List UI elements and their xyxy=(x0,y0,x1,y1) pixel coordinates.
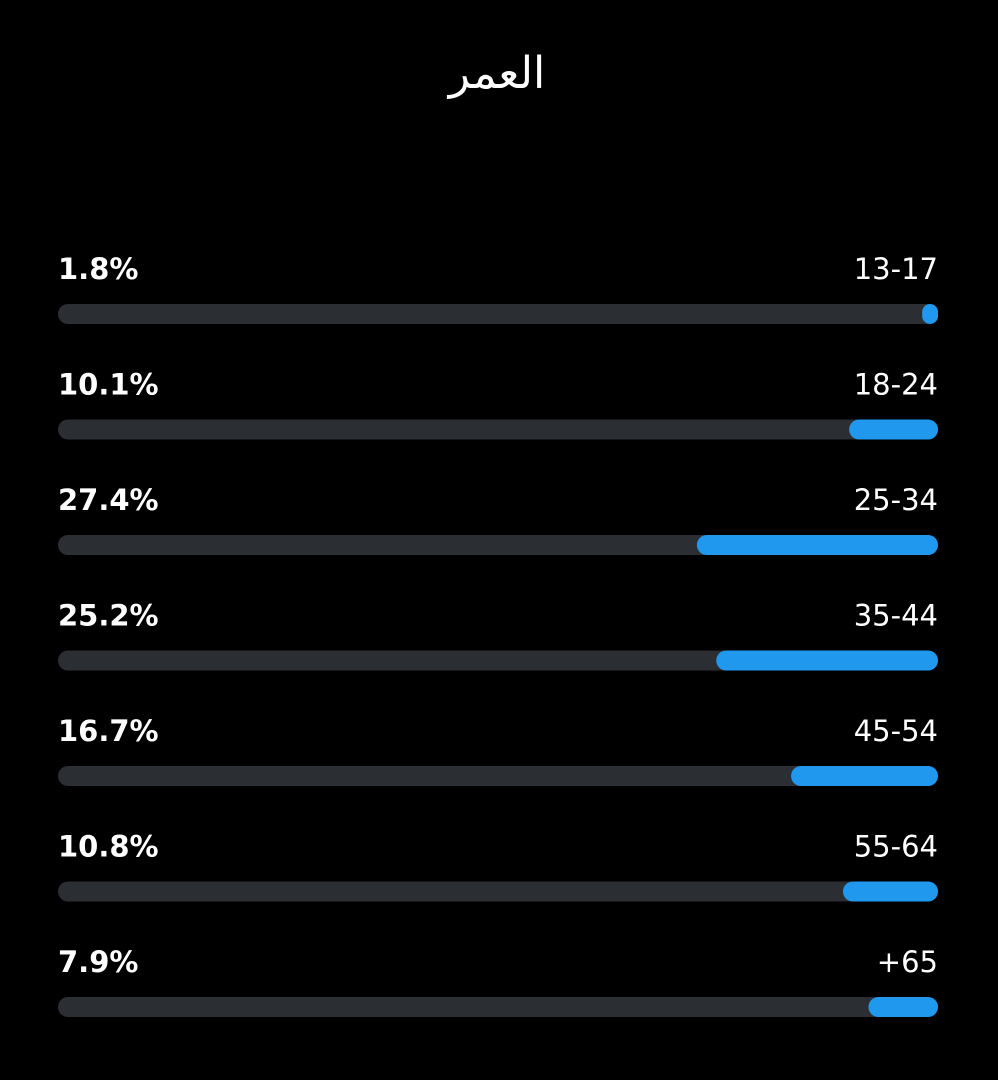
bar xyxy=(716,650,938,671)
value-label: 10.1% xyxy=(58,368,159,402)
bar-track xyxy=(58,419,938,440)
category-label: 18-24 xyxy=(854,368,938,402)
value-label: 27.4% xyxy=(58,483,159,517)
bar-track xyxy=(58,881,938,902)
bar xyxy=(791,766,938,786)
bar-track xyxy=(58,997,938,1017)
bar xyxy=(842,881,938,902)
category-label: 35-44 xyxy=(854,599,938,633)
chart-title: العمر xyxy=(447,48,546,99)
value-label: 7.9% xyxy=(58,945,138,979)
bar xyxy=(868,997,938,1017)
category-label: 55-64 xyxy=(854,830,938,864)
bar xyxy=(696,535,938,555)
category-label: 25-34 xyxy=(854,483,938,517)
category-label: 45-54 xyxy=(854,714,938,748)
category-label: 13-17 xyxy=(854,252,938,286)
value-label: 16.7% xyxy=(58,714,159,748)
bar xyxy=(922,304,938,324)
bar-track xyxy=(58,304,938,324)
bar-track xyxy=(58,766,938,786)
bar xyxy=(849,419,938,440)
value-label: 10.8% xyxy=(58,830,159,864)
value-label: 25.2% xyxy=(58,599,159,633)
value-label: 1.8% xyxy=(58,252,138,286)
category-label: +65 xyxy=(877,945,938,979)
